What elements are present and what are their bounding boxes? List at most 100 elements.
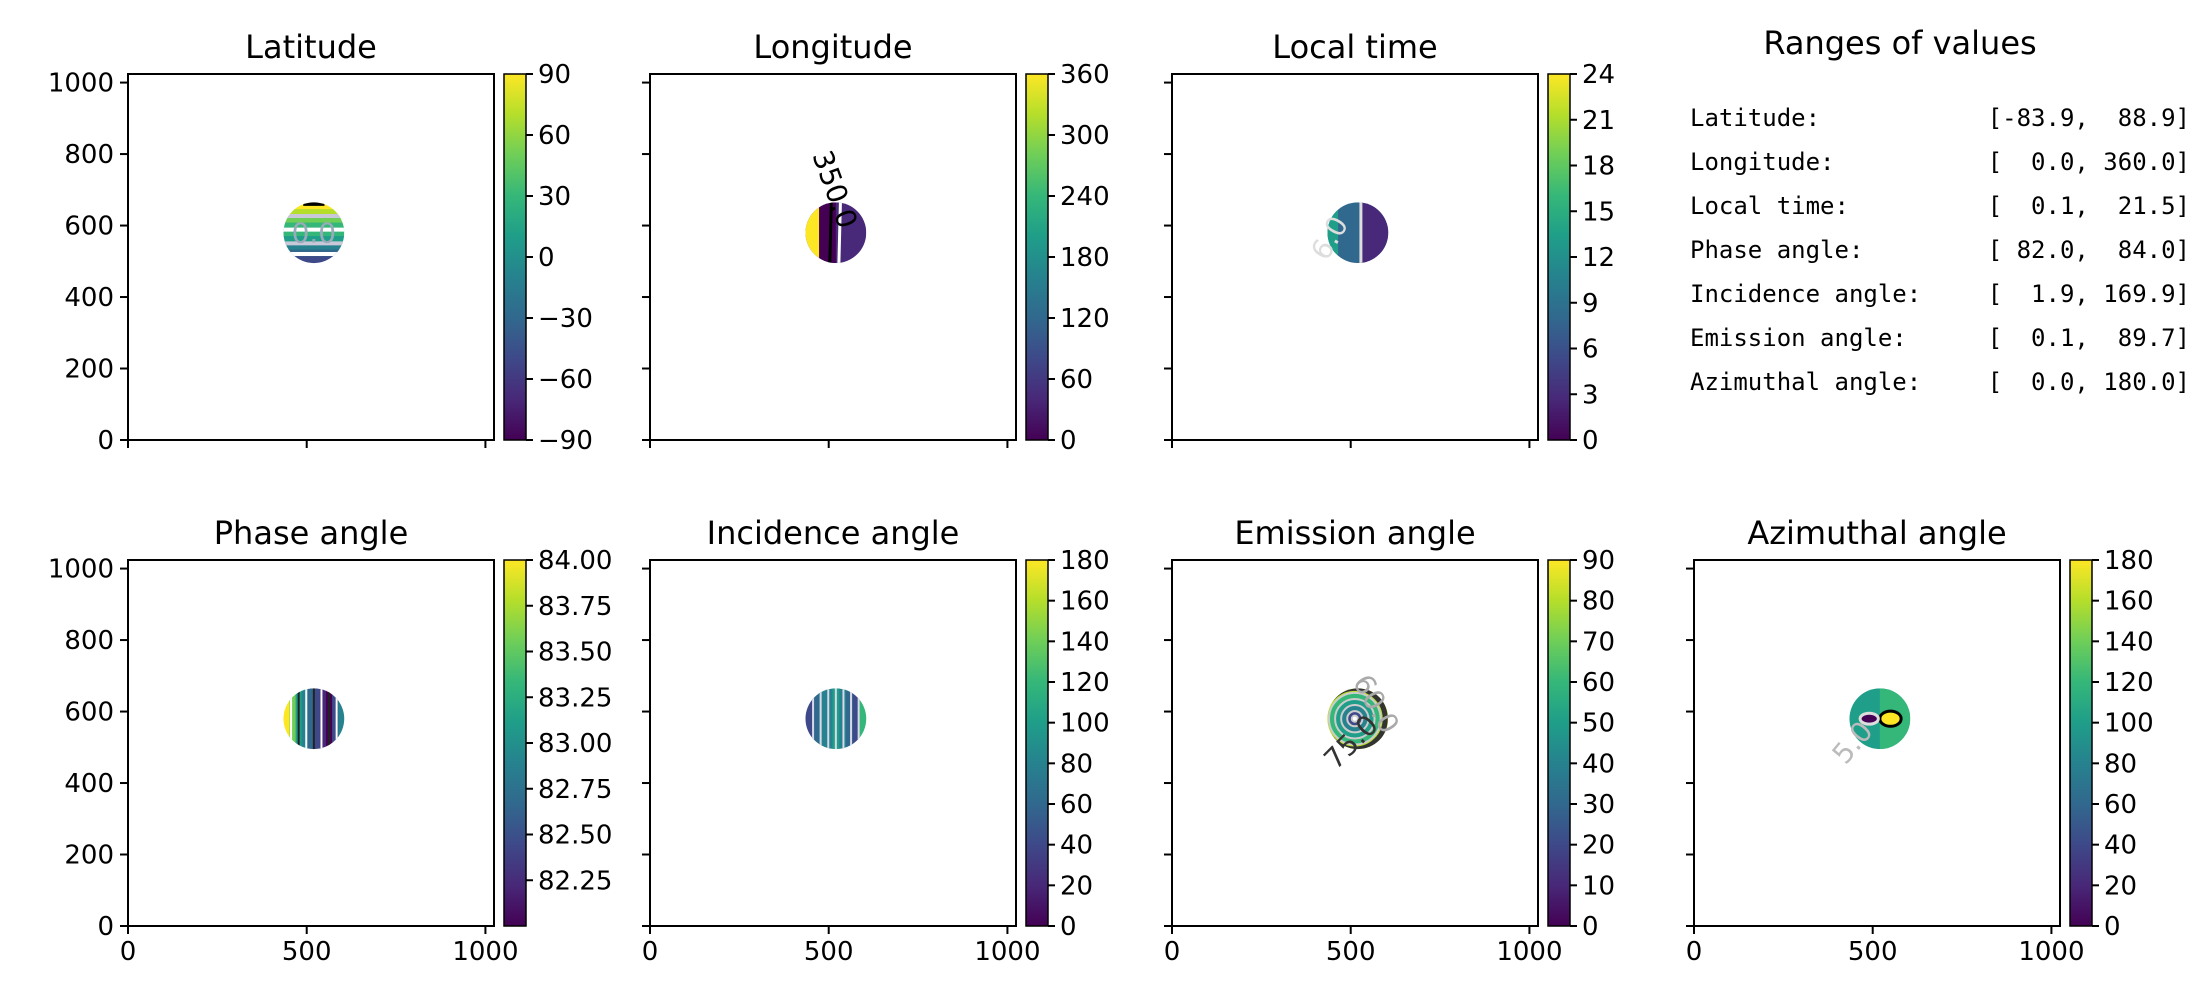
panel-title: Emission angle <box>1234 514 1475 552</box>
panel-title: Longitude <box>753 28 912 66</box>
colorbar-tick-label: 90 <box>1582 546 1615 576</box>
range-value: [ 0.0, 360.0] <box>1987 148 2190 176</box>
planet-disc <box>283 688 345 750</box>
colorbar-tick-label: 60 <box>1060 365 1093 395</box>
y-tick-label: 1000 <box>48 69 114 99</box>
colorbar-tick-label: 83.00 <box>538 729 612 759</box>
colorbar-tick-label: 140 <box>2104 627 2154 657</box>
colorbar-tick-label: 240 <box>1060 182 1110 212</box>
y-tick-label: 400 <box>64 769 114 799</box>
colorbar-tick-label: 0 <box>1060 426 1077 456</box>
colorbar-tick-label: 100 <box>1060 709 1110 739</box>
colorbar-tick-label: 10 <box>1582 871 1615 901</box>
disc-band <box>812 688 820 750</box>
range-name: Latitude: <box>1690 104 1821 132</box>
axes-frame <box>649 559 1017 927</box>
colorbar <box>1547 73 1571 441</box>
range-row-local-time: Local time: [ 0.1, 21.5] <box>1690 192 2190 236</box>
x-tick-label: 1000 <box>974 937 1040 967</box>
x-tick-label: 500 <box>1848 937 1898 967</box>
panel-title: Local time <box>1272 28 1437 66</box>
disc-band <box>283 209 345 217</box>
y-tick-label: 800 <box>64 140 114 170</box>
colorbar-tick-label: 40 <box>2104 831 2137 861</box>
range-value: [ 0.1, 21.5] <box>1987 192 2190 220</box>
disc-band <box>283 215 345 224</box>
range-value: [ 0.1, 89.7] <box>1987 324 2190 352</box>
disc-band <box>818 688 827 750</box>
disc-band <box>332 688 339 750</box>
planet-disc <box>1327 688 1389 750</box>
panel-title: Azimuthal angle <box>1747 514 2006 552</box>
range-name: Emission angle: <box>1690 324 1907 352</box>
planet-disc <box>1849 688 1911 750</box>
y-tick-label: 200 <box>64 841 114 871</box>
colorbar-tick-label: −60 <box>538 365 593 395</box>
planet-disc <box>283 202 345 264</box>
colorbar-tick-label: 18 <box>1582 152 1615 182</box>
x-tick-label: 500 <box>1326 937 1376 967</box>
y-tick-label: 0 <box>97 912 114 942</box>
range-row-incidence-angle: Incidence angle: [ 1.9, 169.9] <box>1690 280 2190 324</box>
disc-band <box>283 202 345 210</box>
panel-title: Incidence angle <box>707 514 960 552</box>
x-tick-label: 1000 <box>1496 937 1562 967</box>
colorbar-tick-label: 83.75 <box>538 592 612 622</box>
range-row-latitude: Latitude: [-83.9, 88.9] <box>1690 104 2190 148</box>
y-tick-label: 200 <box>64 355 114 385</box>
colorbar-tick-label: 60 <box>2104 790 2137 820</box>
colorbar-tick-label: 12 <box>1582 243 1615 273</box>
colorbar-tick-label: 80 <box>1060 749 1093 779</box>
colorbar-tick-label: 140 <box>1060 627 1110 657</box>
colorbar-tick-label: 30 <box>538 182 571 212</box>
disc-band <box>283 242 345 251</box>
contour-label: 0.0 <box>292 217 337 250</box>
range-name: Local time: <box>1690 192 1849 220</box>
colorbar-tick-label: 60 <box>1060 790 1093 820</box>
colorbar-tick-label: 0 <box>2104 912 2121 942</box>
colorbar-tick-label: 80 <box>2104 749 2137 779</box>
disc-band <box>825 688 833 750</box>
colorbar-tick-label: 120 <box>2104 668 2154 698</box>
colorbar-tick-label: 82.25 <box>538 866 612 896</box>
colorbar-tick-label: 20 <box>1582 831 1615 861</box>
colorbar-tick-label: 180 <box>1060 546 1110 576</box>
axes-frame <box>127 73 495 441</box>
colorbar <box>503 73 527 441</box>
colorbar <box>1547 559 1571 927</box>
x-tick-label: 0 <box>1686 937 1703 967</box>
colorbar-tick-label: 83.50 <box>538 638 612 668</box>
disc-band <box>1360 202 1389 264</box>
colorbar-tick-label: −90 <box>538 426 593 456</box>
colorbar-tick-label: 0 <box>1582 426 1599 456</box>
range-row-azimuthal-angle: Azimuthal angle: [ 0.0, 180.0] <box>1690 368 2190 412</box>
disc-band <box>852 688 860 750</box>
colorbar-tick-label: 360 <box>1060 60 1110 90</box>
colorbar-tick-label: 60 <box>1582 668 1615 698</box>
x-tick-label: 500 <box>282 937 332 967</box>
disc-band <box>283 229 345 237</box>
contour-ring <box>1350 714 1359 723</box>
colorbar-tick-label: 6 <box>1582 335 1599 365</box>
colorbar-tick-label: 20 <box>2104 871 2137 901</box>
disc-band <box>307 688 315 750</box>
panel-title: Phase angle <box>214 514 409 552</box>
colorbar-tick-label: 3 <box>1582 380 1599 410</box>
colorbar-tick-label: 20 <box>1060 871 1093 901</box>
x-tick-label: 1000 <box>452 937 518 967</box>
x-tick-label: 0 <box>642 937 659 967</box>
range-name: Azimuthal angle: <box>1690 368 1922 396</box>
disc-band <box>338 688 345 750</box>
disc-band <box>283 256 345 264</box>
y-tick-label: 400 <box>64 283 114 313</box>
planet-disc <box>805 688 867 750</box>
axes-frame <box>1693 559 2061 927</box>
colorbar-tick-label: 30 <box>1582 790 1615 820</box>
colorbar-tick-label: 0 <box>1060 912 1077 942</box>
disc-band <box>845 688 854 750</box>
colorbar-tick-label: 24 <box>1582 60 1615 90</box>
y-tick-label: 600 <box>64 698 114 728</box>
